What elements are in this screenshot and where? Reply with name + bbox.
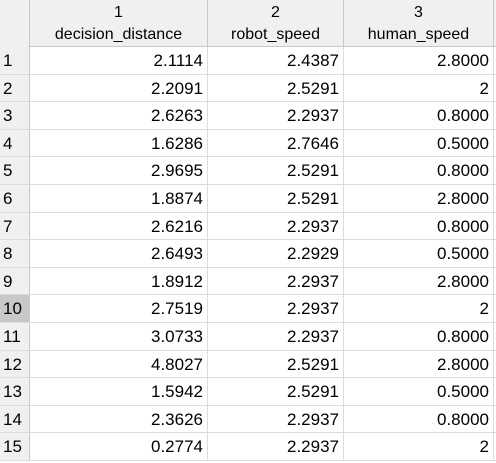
table-row: 5 2.9695 2.5291 0.8000 [0,157,496,185]
cell-decision-distance[interactable]: 1.8874 [30,184,208,212]
column-name: human_speed [367,26,470,43]
cell-robot-speed[interactable]: 2.2929 [208,240,344,267]
column-number: 2 [271,4,280,21]
row-header[interactable]: 9 [0,267,30,295]
column-name: decision_distance [54,26,183,43]
cell-robot-speed[interactable]: 2.5291 [208,74,344,102]
table-row: 12 4.8027 2.5291 2.8000 [0,350,496,379]
table-row: 7 2.6216 2.2937 0.8000 [0,212,496,241]
row-header[interactable]: 8 [0,240,30,267]
cell-robot-speed[interactable]: 2.4387 [208,47,344,74]
cell-decision-distance[interactable]: 2.3626 [30,405,208,433]
cell-human-speed[interactable]: 0.5000 [344,240,494,267]
cell-robot-speed[interactable]: 2.5291 [208,157,344,184]
row-header[interactable]: 7 [0,212,30,240]
cell-robot-speed[interactable]: 2.7646 [208,129,344,157]
cell-robot-speed[interactable]: 2.5291 [208,378,344,405]
cell-robot-speed[interactable]: 2.2937 [208,212,344,240]
cell-decision-distance[interactable]: 2.1114 [30,47,208,74]
row-header[interactable]: 14 [0,405,30,433]
cell-human-speed[interactable]: 0.5000 [344,378,494,405]
cell-robot-speed[interactable]: 2.2937 [208,295,344,322]
cell-human-speed[interactable]: 0.8000 [344,157,494,184]
cell-decision-distance[interactable]: 2.6216 [30,212,208,240]
row-header[interactable]: 1 [0,47,30,74]
row-header[interactable]: 6 [0,184,30,212]
cell-decision-distance[interactable]: 2.2091 [30,74,208,102]
cell-human-speed[interactable]: 0.8000 [344,102,494,129]
table-row: 15 0.2774 2.2937 2 [0,433,496,461]
cell-human-speed[interactable]: 0.5000 [344,129,494,157]
table-row: 9 1.8912 2.2937 2.8000 [0,267,496,296]
row-header[interactable]: 11 [0,322,30,350]
cell-human-speed[interactable]: 0.8000 [344,322,494,350]
cell-robot-speed[interactable]: 2.2937 [208,267,344,295]
table-row: 3 2.6263 2.2937 0.8000 [0,102,496,130]
column-name: robot_speed [231,26,320,43]
column-header-robot-speed[interactable]: 2 robot_speed [208,0,344,47]
row-header[interactable]: 12 [0,350,30,378]
cell-robot-speed[interactable]: 2.5291 [208,184,344,212]
corner-cell[interactable] [0,0,30,47]
table-row: 8 2.6493 2.2929 0.5000 [0,240,496,268]
row-header[interactable]: 3 [0,102,30,129]
cell-human-speed[interactable]: 2.8000 [344,350,494,378]
cell-human-speed[interactable]: 0.8000 [344,405,494,433]
cell-human-speed[interactable]: 2.8000 [344,184,494,212]
cell-decision-distance[interactable]: 1.5942 [30,378,208,405]
cell-human-speed[interactable]: 2.8000 [344,47,494,74]
cell-human-speed[interactable]: 2 [344,74,494,102]
column-number: 3 [414,4,423,21]
row-header[interactable]: 5 [0,157,30,184]
row-header[interactable]: 4 [0,129,30,157]
cell-decision-distance[interactable]: 4.8027 [30,350,208,378]
cell-decision-distance[interactable]: 2.9695 [30,157,208,184]
cell-human-speed[interactable]: 0.8000 [344,212,494,240]
cell-human-speed[interactable]: 2.8000 [344,267,494,295]
row-header[interactable]: 2 [0,74,30,102]
row-header[interactable]: 13 [0,378,30,405]
cell-decision-distance[interactable]: 2.6263 [30,102,208,129]
row-header[interactable]: 15 [0,433,30,460]
cell-robot-speed[interactable]: 2.2937 [208,322,344,350]
table-row: 4 1.6286 2.7646 0.5000 [0,129,496,158]
table-body: 1 2.1114 2.4387 2.8000 2 2.2091 2.5291 2 3 2.6263… [0,47,496,461]
column-header-bar: 1 decision_distance 2 robot_speed 3 huma… [0,0,496,47]
cell-robot-speed[interactable]: 2.5291 [208,350,344,378]
cell-human-speed[interactable]: 2 [344,295,494,322]
cell-robot-speed[interactable]: 2.2937 [208,102,344,129]
column-number: 1 [114,4,123,21]
table-row: 6 1.8874 2.5291 2.8000 [0,184,496,213]
cell-decision-distance[interactable]: 3.0733 [30,322,208,350]
cell-decision-distance[interactable]: 2.6493 [30,240,208,267]
cell-decision-distance[interactable]: 2.7519 [30,295,208,322]
cell-decision-distance[interactable]: 0.2774 [30,433,208,460]
column-header-human-speed[interactable]: 3 human_speed [344,0,494,47]
table-row: 10 2.7519 2.2937 2 [0,295,496,323]
table-row: 1 2.1114 2.4387 2.8000 [0,47,496,75]
column-header-decision-distance[interactable]: 1 decision_distance [30,0,208,47]
cell-robot-speed[interactable]: 2.2937 [208,433,344,460]
row-header[interactable]: 10 [0,295,30,322]
cell-human-speed[interactable]: 2 [344,433,494,460]
table-row: 14 2.3626 2.2937 0.8000 [0,405,496,434]
cell-decision-distance[interactable]: 1.8912 [30,267,208,295]
table-row: 11 3.0733 2.2937 0.8000 [0,322,496,351]
cell-decision-distance[interactable]: 1.6286 [30,129,208,157]
table-row: 2 2.2091 2.5291 2 [0,74,496,103]
cell-robot-speed[interactable]: 2.2937 [208,405,344,433]
table-row: 13 1.5942 2.5291 0.5000 [0,378,496,406]
